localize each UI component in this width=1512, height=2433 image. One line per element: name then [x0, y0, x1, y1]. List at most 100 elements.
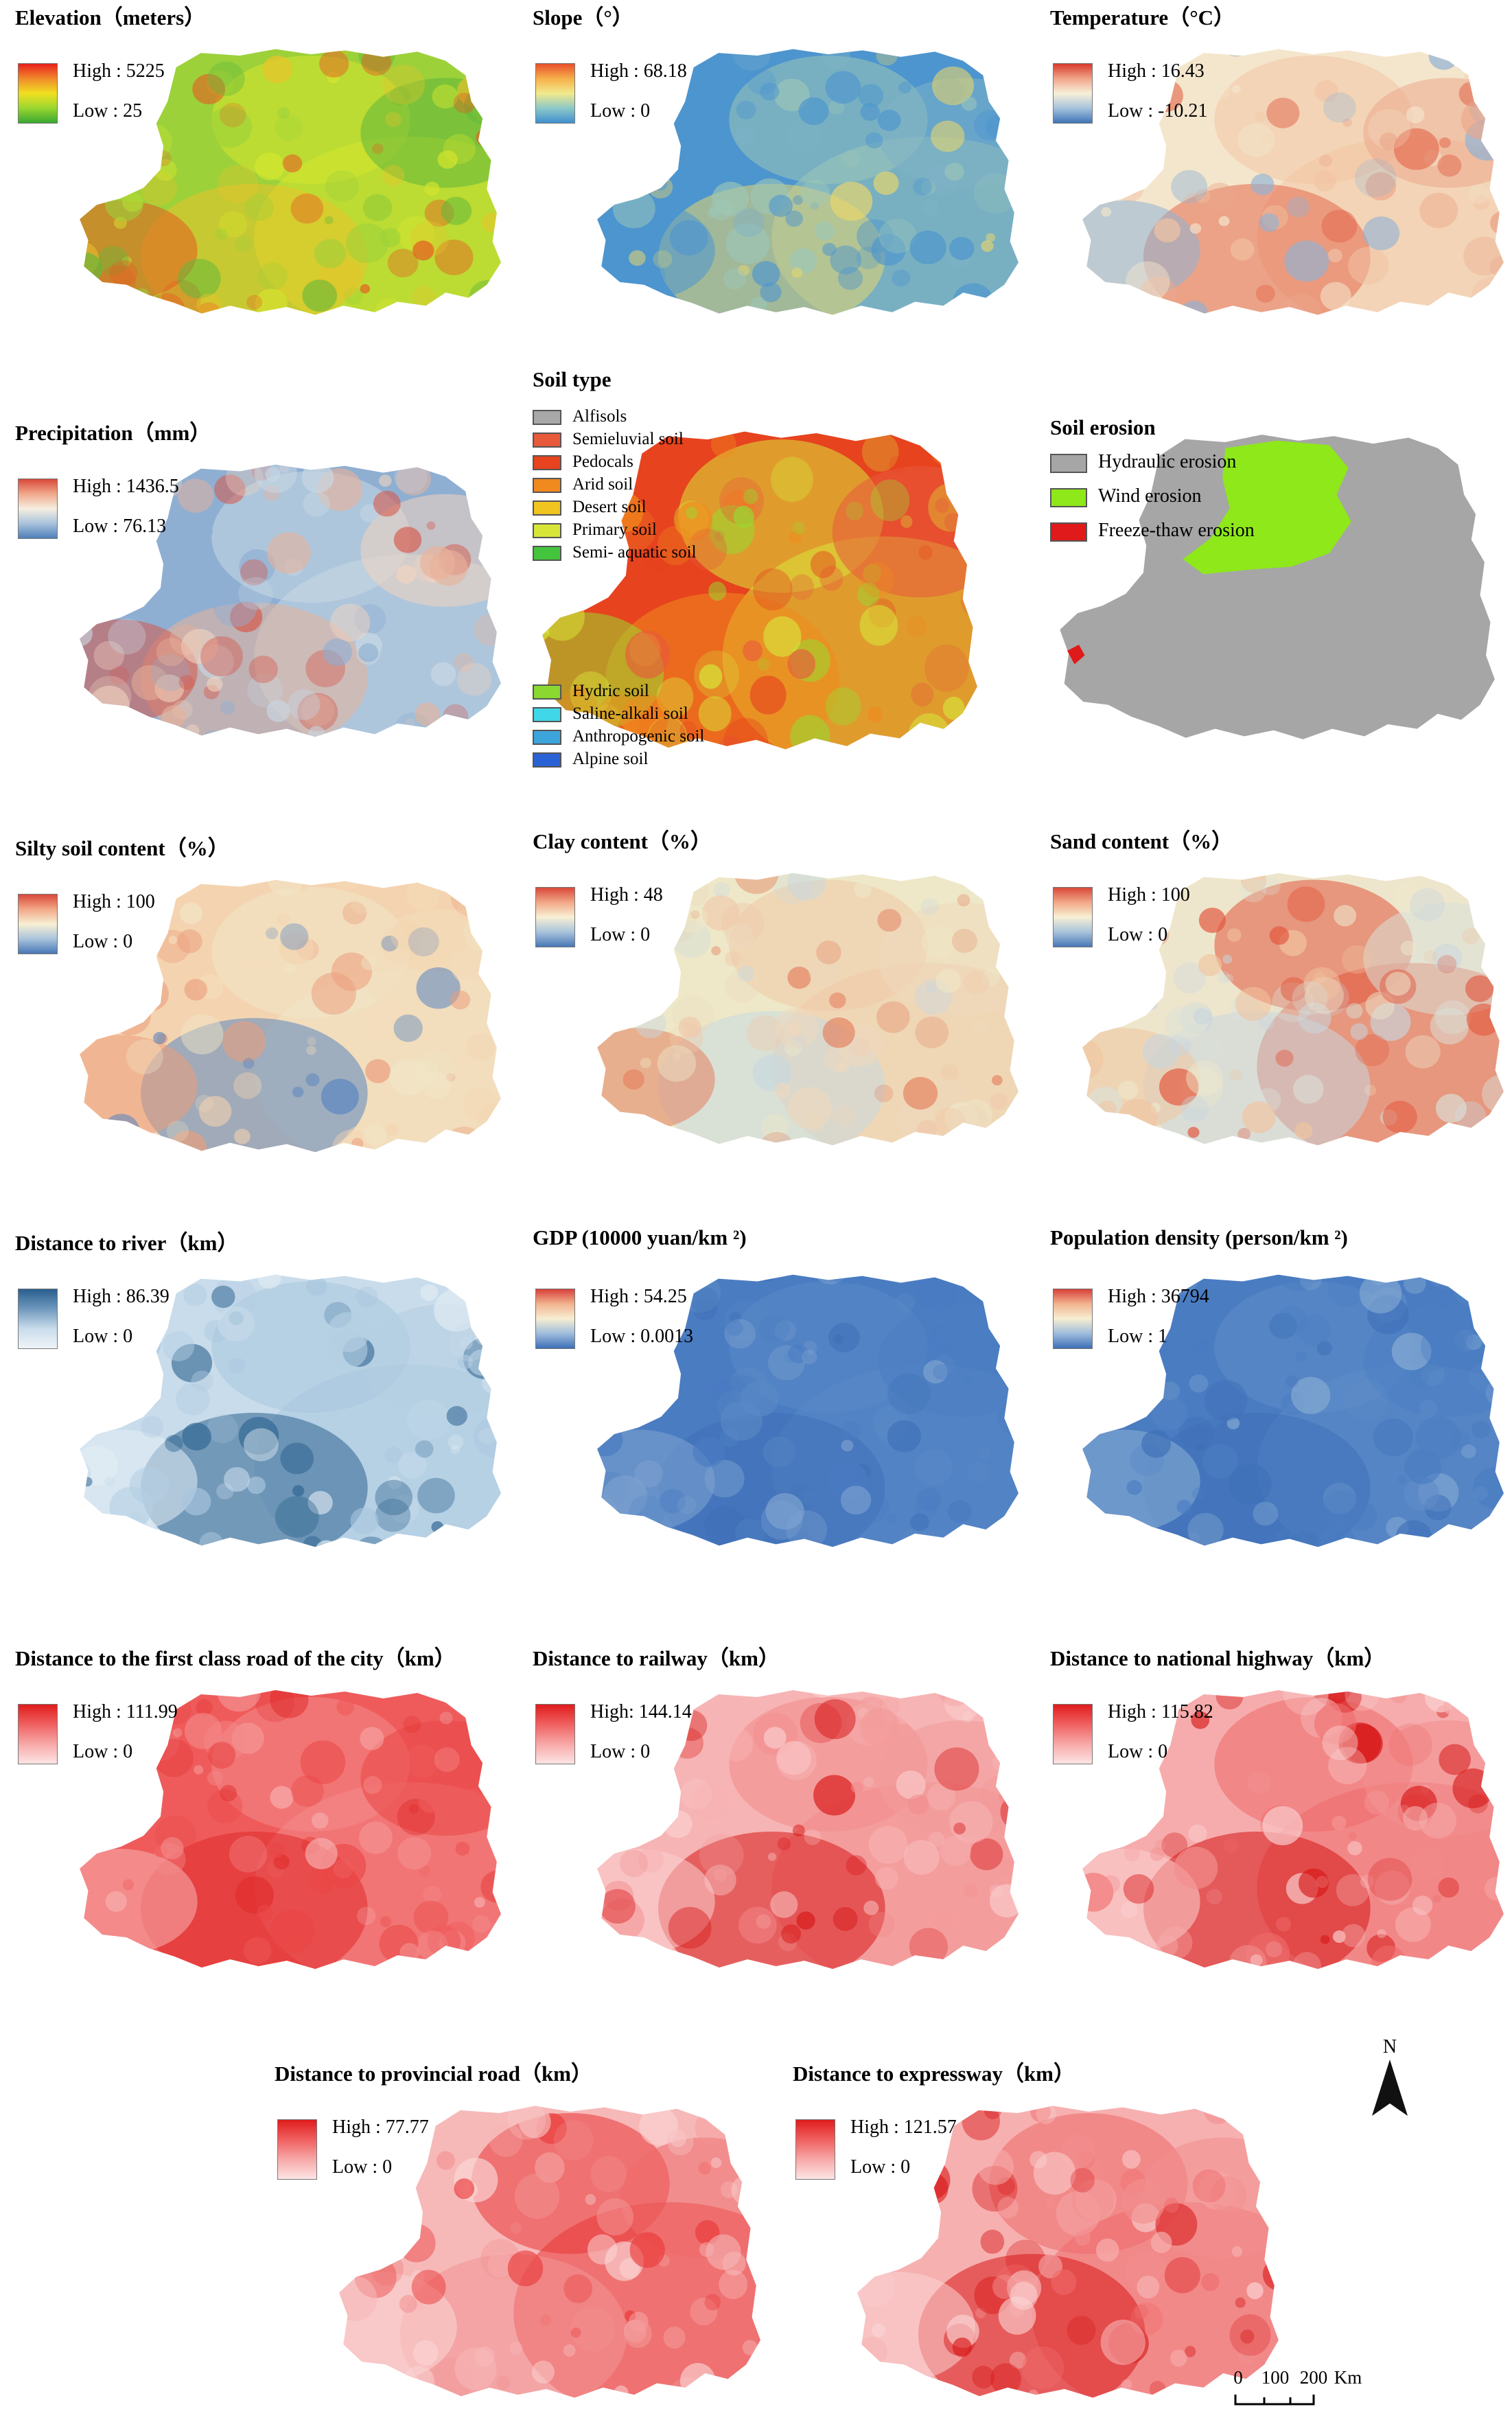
- soil-type-title: Soil type: [533, 367, 612, 391]
- panel-title: Silty soil content（%）: [15, 836, 229, 860]
- legend-low: Low : 0: [73, 1326, 133, 1347]
- soil-legend-item: Alfisols: [533, 407, 627, 426]
- legend-color-ramp: [1053, 1704, 1093, 1764]
- map-silt: [80, 879, 501, 1153]
- hydraulic-erosion-area: [1060, 435, 1495, 739]
- legend-low: Low : 0: [73, 931, 133, 952]
- panel-slope: Slope（°） High : 68.18 Low : 0: [533, 0, 1027, 330]
- panel-distance-expressway: Distance to expressway（km） High : 121.57 L…: [793, 2056, 1287, 2413]
- map-gdp: [597, 1274, 1019, 1547]
- panel-distance-railway: Distance to railway（km） High: 144.14 Low :…: [533, 1641, 1027, 1984]
- legend-color-ramp: [18, 1289, 58, 1349]
- erosion-legend-item: Freeze-thaw erosion: [1050, 520, 1255, 542]
- panel-sand: Sand content（%） High : 100 Low : 0: [1050, 824, 1512, 1160]
- panel-silty-soil: Silty soil content（%） High : 100 Low : 0: [15, 831, 509, 1167]
- map-provincial: [339, 2106, 760, 2398]
- legend-color-ramp: [535, 1289, 575, 1349]
- legend-high: High : 86.39: [73, 1286, 170, 1307]
- panel-title: Distance to national highway（km）: [1050, 1646, 1386, 1670]
- legend-low: Low : 1: [1108, 1326, 1168, 1347]
- map-population: [1082, 1274, 1504, 1547]
- panel-soil-type: Soil type Alfisols Semieluvial soil Pedoca…: [533, 367, 1027, 779]
- legend-color-ramp: [277, 2119, 317, 2180]
- legend-color-ramp: [18, 478, 58, 539]
- legend-color-ramp: [18, 894, 58, 954]
- erosion-legend-item: Hydraulic erosion: [1050, 451, 1236, 473]
- legend-label: Anthropogenic soil: [572, 727, 705, 746]
- panel-title: Elevation（meters）: [15, 5, 206, 30]
- soil-legend-item: Pedocals: [533, 452, 633, 472]
- panel-gdp: GDP (10000 yuan/km ²) High : 54.25 Low : 0…: [533, 1225, 1027, 1562]
- panel-title: Clay content（%）: [533, 829, 712, 853]
- panel-elevation: Elevation（meters） High : 5225 Low : 25: [15, 0, 509, 330]
- soil-legend-item: Semieluvial soil: [533, 430, 684, 449]
- panel-title: Temperature（°C）: [1050, 5, 1235, 30]
- legend-high: High : 115.82: [1108, 1701, 1213, 1722]
- panel-clay: Clay content（%） High : 48 Low : 0: [533, 824, 1027, 1160]
- scale-unit: Km: [1334, 2367, 1362, 2388]
- soil-erosion-map: [1060, 435, 1495, 739]
- legend-color-ramp: [535, 63, 575, 124]
- legend-low: Low : 0: [590, 100, 651, 122]
- north-label: N: [1383, 2036, 1397, 2057]
- legend-low: Low : 0: [590, 924, 651, 945]
- legend-label: Wind erosion: [1098, 485, 1202, 507]
- legend-color-ramp: [18, 1704, 58, 1764]
- legend-swatch: [533, 455, 561, 471]
- legend-color-ramp: [1053, 1289, 1093, 1349]
- legend-high: High : 36794: [1108, 1286, 1209, 1307]
- legend-low: Low : 0: [1108, 924, 1168, 945]
- legend-high: High : 5225: [73, 60, 165, 82]
- legend-high: High : 121.57: [850, 2117, 957, 2138]
- legend-color-ramp: [18, 63, 58, 124]
- wind-erosion-area: [1183, 440, 1351, 575]
- freeze-thaw-erosion-area: [1067, 645, 1085, 665]
- panel-title: Distance to expressway（km）: [793, 2062, 1075, 2086]
- map-sand: [1082, 873, 1504, 1146]
- legend-high: High : 48: [590, 884, 663, 906]
- legend-high: High : 1436.5: [73, 476, 179, 497]
- legend-swatch: [533, 500, 561, 516]
- map-precipitation: [80, 464, 501, 737]
- legend-low: Low : 0: [332, 2156, 393, 2178]
- soil-legend-item: Alpine soil: [533, 750, 648, 769]
- panel-title: Distance to the first class road of the …: [15, 1646, 456, 1670]
- legend-low: Low : -10.21: [1108, 100, 1208, 122]
- legend-low: Low : 0.0013: [590, 1326, 694, 1347]
- soil-legend-item: Desert soil: [533, 498, 647, 517]
- panel-title: Population density (person/km ²): [1050, 1225, 1348, 1249]
- legend-swatch: [533, 433, 561, 448]
- legend-label: Pedocals: [572, 452, 633, 471]
- panel-title: GDP (10000 yuan/km ²): [533, 1225, 747, 1249]
- legend-low: Low : 0: [1108, 1741, 1168, 1762]
- panel-distance-city-road: Distance to the first class road of the …: [15, 1641, 509, 1984]
- map-elevation: [80, 49, 501, 315]
- legend-color-ramp: [1053, 887, 1093, 947]
- legend-swatch: [533, 707, 561, 723]
- legend-color-ramp: [795, 2119, 835, 2180]
- map-expressway: [857, 2106, 1279, 2398]
- panel-distance-provincial: Distance to provincial road（km） High : 77…: [275, 2056, 769, 2413]
- panel-population: Population density (person/km ²) High : 3…: [1050, 1225, 1512, 1562]
- legend-color-ramp: [535, 887, 575, 947]
- legend-color-ramp: [535, 1704, 575, 1764]
- legend-label: Semieluvial soil: [572, 430, 684, 448]
- legend-swatch: [533, 478, 561, 494]
- panel-distance-highway: Distance to national highway（km） High : 1…: [1050, 1641, 1512, 1984]
- panel-title: Slope（°）: [533, 5, 633, 30]
- panel-title: Precipitation（mm）: [15, 421, 211, 445]
- legend-label: Arid soil: [572, 475, 633, 494]
- soil-type-map: [542, 431, 977, 750]
- map-temperature: [1082, 49, 1504, 315]
- legend-low: Low : 25: [73, 100, 143, 122]
- legend-swatch: [1050, 487, 1087, 507]
- legend-swatch: [533, 546, 561, 562]
- legend-label: Primary soil: [572, 520, 657, 539]
- soil-legend-item: Saline-alkali soil: [533, 704, 688, 724]
- scale-tick-200: 200: [1300, 2367, 1328, 2388]
- soil-legend-item: Anthropogenic soil: [533, 727, 704, 746]
- panel-precipitation: Precipitation（mm） High : 1436.5 Low : 76.1…: [15, 415, 509, 752]
- map-highway: [1082, 1690, 1504, 1969]
- legend-high: High : 100: [73, 891, 155, 912]
- panel-title: Sand content（%）: [1050, 829, 1233, 853]
